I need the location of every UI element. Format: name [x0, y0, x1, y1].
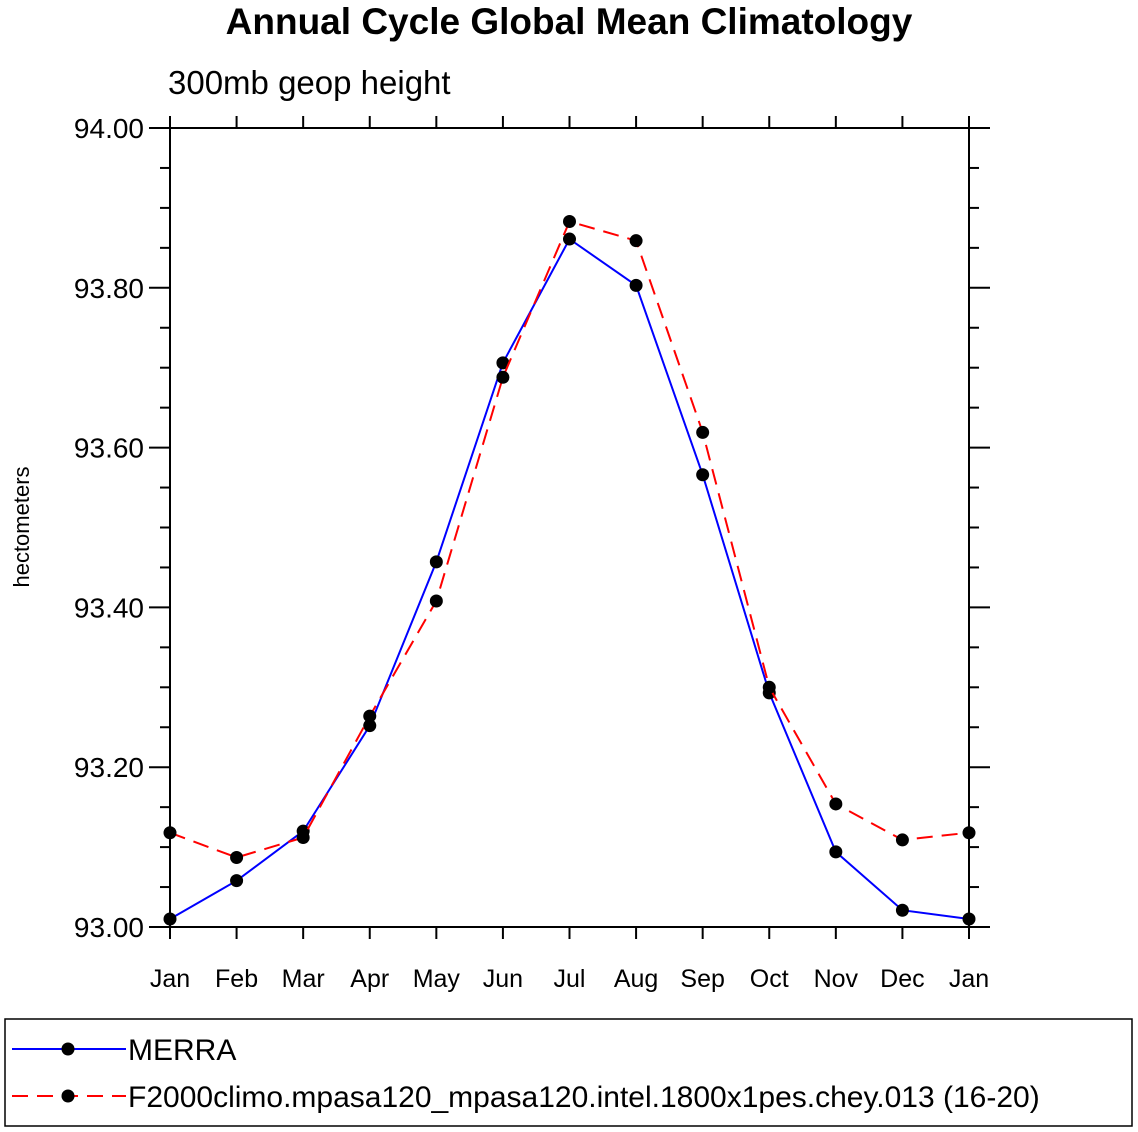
y-tick-label: 93.80	[74, 273, 144, 304]
series-line	[169, 220, 970, 859]
data-point	[429, 594, 443, 608]
axis-ticks	[149, 116, 990, 939]
data-point	[895, 903, 909, 917]
x-tick-label: Nov	[814, 965, 859, 993]
y-tick-label: 93.60	[74, 433, 144, 464]
x-tick-label: Mar	[282, 965, 325, 993]
data-point	[829, 797, 843, 811]
chart-subtitle: 300mb geop height	[168, 64, 451, 101]
plot-frame	[169, 127, 970, 928]
series-merra	[163, 232, 976, 926]
data-point	[496, 370, 510, 384]
y-tick-labels: 93.00 93.20 93.40 93.60 93.80 94.00	[74, 113, 144, 943]
series-model	[163, 214, 976, 864]
data-point	[496, 356, 510, 370]
data-point	[563, 232, 576, 246]
x-tick-label: May	[413, 965, 461, 993]
data-point	[829, 845, 843, 859]
data-point	[895, 833, 909, 847]
data-point	[962, 912, 976, 926]
x-tick-label: Apr	[350, 965, 389, 993]
legend-merra-marker	[61, 1042, 75, 1056]
data-point	[563, 214, 576, 228]
x-tick-label: Oct	[750, 965, 789, 993]
data-point	[962, 826, 976, 840]
data-point	[363, 719, 377, 733]
data-point	[429, 555, 443, 569]
data-point	[163, 912, 177, 926]
data-point	[762, 680, 776, 694]
y-tick-label: 94.00	[74, 113, 144, 144]
data-point	[296, 831, 310, 845]
y-tick-label: 93.00	[74, 912, 144, 943]
x-tick-label: Jan	[150, 965, 190, 993]
series-line	[169, 237, 970, 920]
data-point	[230, 850, 244, 864]
legend-model-label: F2000climo.mpasa120_mpasa120.intel.1800x…	[128, 1081, 1040, 1114]
chart-title: Annual Cycle Global Mean Climatology	[226, 1, 913, 42]
x-tick-label: Aug	[614, 965, 658, 993]
series-layer	[163, 214, 976, 926]
x-tick-label: Sep	[680, 965, 724, 993]
data-point	[629, 278, 643, 292]
x-tick-label: Feb	[215, 965, 258, 993]
x-tick-label: Jan	[949, 965, 989, 993]
legend: MERRA F2000climo.mpasa120_mpasa120.intel…	[4, 1018, 1133, 1127]
y-tick-label: 93.40	[74, 592, 144, 623]
y-tick-label: 93.20	[74, 752, 144, 783]
legend-box	[4, 1018, 1133, 1127]
y-axis-label: hectometers	[9, 466, 34, 587]
x-tick-label: Jul	[554, 965, 586, 993]
x-tick-label: Dec	[880, 965, 924, 993]
data-point	[696, 468, 710, 482]
data-point	[629, 234, 643, 248]
legend-model-marker	[61, 1089, 75, 1103]
data-point	[696, 425, 710, 439]
data-point	[163, 826, 177, 840]
data-point	[363, 709, 377, 723]
legend-merra-label: MERRA	[128, 1034, 236, 1067]
x-tick-label: Jun	[483, 965, 523, 993]
data-point	[230, 874, 244, 888]
x-tick-labels: Jan Feb Mar Apr May Jun Jul Aug Sep Oct Nov Dec Jan	[150, 965, 989, 993]
